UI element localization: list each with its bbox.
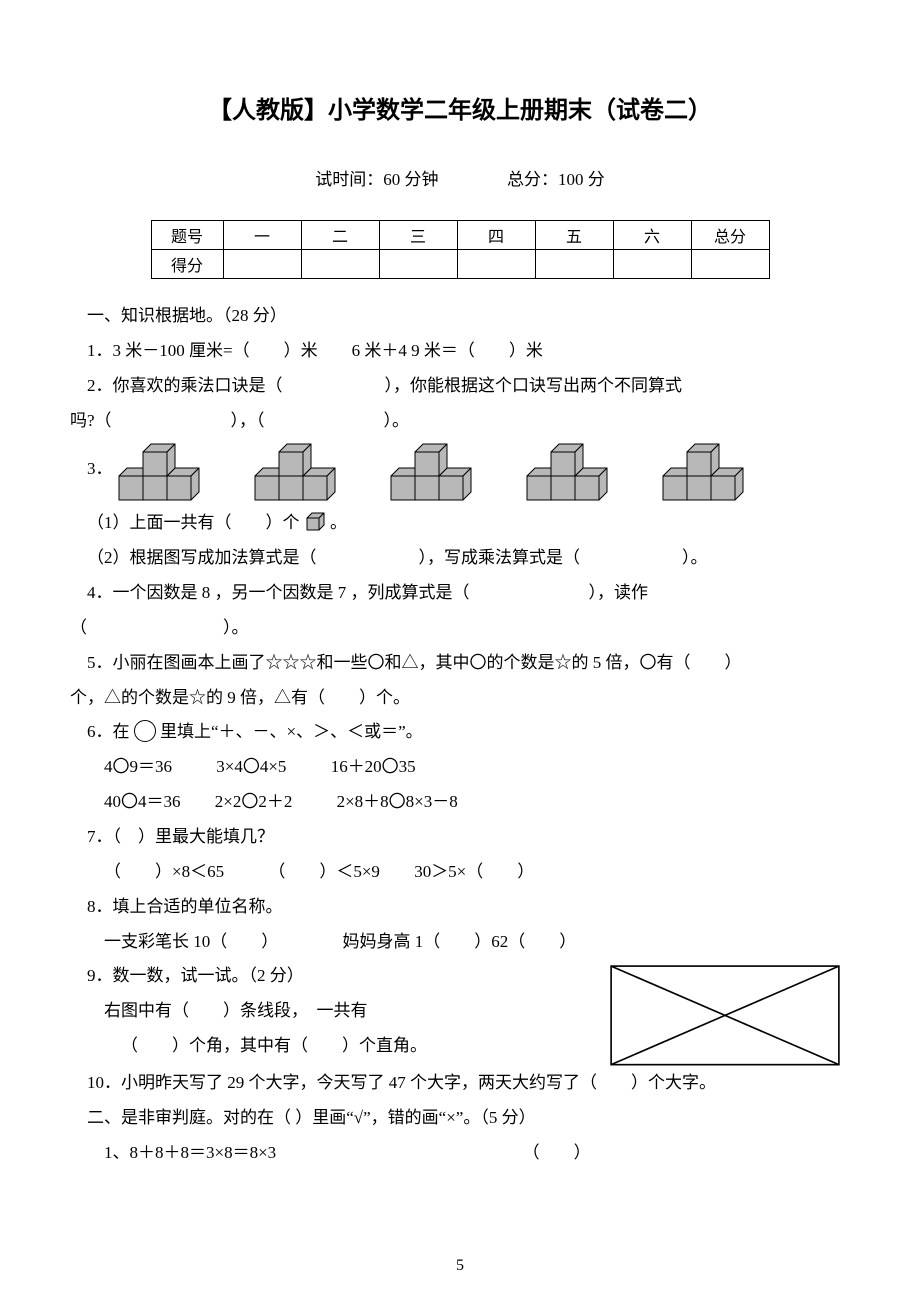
q6-r2-a: 40〇4＝36	[104, 792, 181, 811]
q7-a: （ ）×8＜65	[104, 862, 224, 881]
q9-intro: 9．数一数，试一试。（2 分）	[70, 959, 610, 994]
cube-group-icon	[249, 440, 357, 502]
q3-2: （2）根据图写成加法算式是（ ），写成乘法算式是（ ）。	[70, 541, 850, 576]
score-blank-cell	[379, 250, 457, 279]
score-blank-cell	[301, 250, 379, 279]
score-header-cell: 四	[457, 221, 535, 250]
cube-group-icon	[385, 440, 493, 502]
q7-c: 30＞5×（ ）	[414, 862, 534, 881]
exam-meta: 试时间：60 分钟 总分：100 分	[70, 165, 850, 190]
q6-r1-c: 16＋20〇35	[331, 757, 416, 776]
q6-intro-b: 里填上“＋、－、×、＞、＜或＝”。	[160, 722, 423, 741]
score-header-cell: 题号	[151, 221, 223, 250]
s2-q1: 1、8＋8＋8＝3×8＝8×3 （ ）	[70, 1136, 850, 1171]
q6-r2-c: 2×8＋8〇8×3－8	[337, 792, 458, 811]
q5-line2: 个，△的个数是☆的 9 倍，△有（ ）个。	[70, 681, 850, 716]
q2-line2: 吗?（ ），（ ）。	[70, 404, 850, 439]
content-body: 一、知识根据地。（28 分） 1．3 米－100 厘米=（ ）米 6 米＋4 9…	[70, 299, 850, 1171]
q6-intro-a: 6．在	[87, 722, 134, 741]
page-number: 5	[0, 1257, 920, 1275]
q6-row2: 40〇4＝36 2×2〇2＋2 2×8＋8〇8×3－8	[70, 785, 850, 820]
q6-row1: 4〇9＝36 3×4〇4×5 16＋20〇35	[70, 750, 850, 785]
score-blank-cell	[535, 250, 613, 279]
score-blank-cell	[457, 250, 535, 279]
score-row-label: 得分	[151, 250, 223, 279]
q3-1-text-b: 。	[330, 513, 347, 532]
q8-intro: 8．填上合适的单位名称。	[70, 890, 850, 925]
score-header-cell: 二	[301, 221, 379, 250]
circle-blank-icon	[134, 720, 156, 742]
q8-row: 一支彩笔长 10（ ） 妈妈身高 1（ ）62（ ）	[70, 925, 850, 960]
q8-a: 一支彩笔长 10（ ）	[104, 932, 278, 951]
q6-r2-b: 2×2〇2＋2	[215, 792, 293, 811]
score-blank-cell	[613, 250, 691, 279]
cube-groups-row	[113, 440, 765, 502]
total-score: 总分：100 分	[507, 170, 605, 189]
exam-time: 试时间：60 分钟	[315, 170, 438, 189]
q7-b: （ ）＜5×9	[268, 862, 380, 881]
q3-1: （1）上面一共有（ ）个 。	[70, 506, 850, 541]
q10: 10．小明昨天写了 29 个大字，今天写了 47 个大字，两天大约写了（ ）个大…	[70, 1066, 850, 1101]
score-header-cell: 五	[535, 221, 613, 250]
cube-group-icon	[521, 440, 629, 502]
q4-line1: 4．一个因数是 8 ，另一个因数是 7 ，列成算式是（ ），读作	[70, 576, 850, 611]
score-header-cell: 三	[379, 221, 457, 250]
q9-line2: （ ）个角，其中有（ ）个直角。	[70, 1029, 610, 1064]
score-table: 题号 一 二 三 四 五 六 总分 得分	[151, 220, 770, 279]
page-title: 【人教版】小学数学二年级上册期末（试卷二）	[70, 90, 850, 125]
single-cube-icon	[304, 510, 326, 532]
score-blank-cell	[223, 250, 301, 279]
q9-rectangle-diagram	[610, 965, 840, 1066]
q9-line1: 右图中有（ ）条线段， 一共有	[70, 994, 610, 1029]
q3-1-text-a: （1）上面一共有（ ）个	[87, 513, 304, 532]
score-header-cell: 六	[613, 221, 691, 250]
score-blank-cell	[691, 250, 769, 279]
section-2-heading: 二、是非审判庭。对的在（ ）里画“√”，错的画“×”。（5 分）	[70, 1101, 850, 1136]
cube-group-icon	[113, 440, 221, 502]
q6-r1-a: 4〇9＝36	[104, 757, 172, 776]
q3-label: 3．	[70, 438, 113, 487]
cube-group-icon	[657, 440, 765, 502]
q6-intro: 6．在 里填上“＋、－、×、＞、＜或＝”。	[70, 715, 850, 750]
q6-r1-b: 3×4〇4×5	[216, 757, 286, 776]
q4-line2: （ ）。	[70, 611, 850, 646]
score-header-cell: 总分	[691, 221, 769, 250]
score-header-row: 题号 一 二 三 四 五 六 总分	[151, 221, 769, 250]
q8-b: 妈妈身高 1（ ）62（ ）	[343, 932, 577, 951]
q7-intro: 7．（ ）里最大能填几？	[70, 820, 850, 855]
q1: 1．3 米－100 厘米=（ ）米 6 米＋4 9 米＝（ ）米	[70, 334, 850, 369]
q2-line1: 2．你喜欢的乘法口诀是（ ），你能根据这个口诀写出两个不同算式	[70, 369, 850, 404]
score-header-cell: 一	[223, 221, 301, 250]
score-value-row: 得分	[151, 250, 769, 279]
q5-line1: 5．小丽在图画本上画了☆☆☆和一些〇和△，其中〇的个数是☆的 5 倍，〇有（ ）	[70, 646, 850, 681]
section-1-heading: 一、知识根据地。（28 分）	[70, 299, 850, 334]
q7-row: （ ）×8＜65 （ ）＜5×9 30＞5×（ ）	[70, 855, 850, 890]
